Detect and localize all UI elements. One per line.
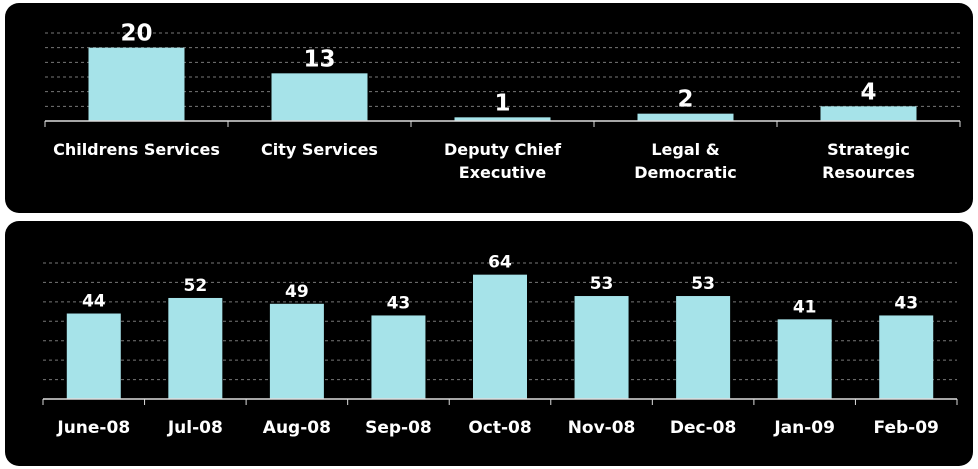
value-label: 53 (590, 274, 614, 294)
value-label: 1 (494, 90, 510, 116)
bar (168, 297, 223, 399)
x-tick-label: City Services (261, 140, 378, 159)
bar (269, 303, 324, 399)
value-label: 4 (860, 79, 876, 105)
x-tick-label: Dec-08 (669, 418, 737, 438)
bar (879, 315, 934, 399)
x-tick-label: Sep-08 (365, 418, 432, 438)
x-tick-label: Jan-09 (774, 418, 835, 438)
bar (271, 73, 368, 121)
bar (676, 296, 731, 399)
chart-panel: 44 52 49 43 64 53 53 41 43 June-08 Jul-08 Aug-08 Sep… (5, 221, 973, 466)
value-label: 2 (677, 87, 693, 113)
bar (777, 319, 832, 399)
x-tick-label: Strategic Resources (822, 140, 915, 183)
value-label: 41 (793, 297, 817, 317)
bar (66, 313, 121, 399)
chart: 20 13 1 2 4 (44, 21, 961, 127)
x-tick-label: Oct-08 (468, 418, 532, 438)
x-tick-label: Feb-09 (873, 418, 939, 438)
value-label: 53 (691, 274, 715, 294)
bar (88, 47, 185, 121)
x-tick-label: Childrens Services (53, 140, 220, 159)
chart-panel: 20 13 1 2 4 Childrens Services City Services De… (5, 3, 973, 213)
value-label: 20 (120, 21, 152, 47)
value-label: 43 (387, 293, 411, 313)
x-tick-label: Legal & Democratic (634, 140, 737, 183)
value-label: 43 (894, 293, 918, 313)
bar (637, 113, 734, 121)
value-label: 49 (285, 282, 309, 302)
bar (820, 106, 917, 121)
x-tick-label: Deputy Chief Executive (443, 140, 562, 183)
x-tick-label: Jul-08 (167, 418, 223, 438)
bar (473, 274, 527, 399)
chart: 44 52 49 43 64 53 53 41 43 (42, 253, 958, 405)
value-label: 13 (303, 46, 335, 72)
bar (371, 315, 426, 399)
value-label: 52 (183, 276, 207, 296)
x-tick-label: Aug-08 (262, 418, 331, 438)
x-tick-label: Nov-08 (567, 418, 636, 438)
x-tick-label: June-08 (57, 418, 131, 438)
bar (574, 296, 629, 399)
bar (454, 117, 551, 121)
value-label: 44 (82, 292, 106, 312)
value-label: 64 (488, 253, 512, 273)
